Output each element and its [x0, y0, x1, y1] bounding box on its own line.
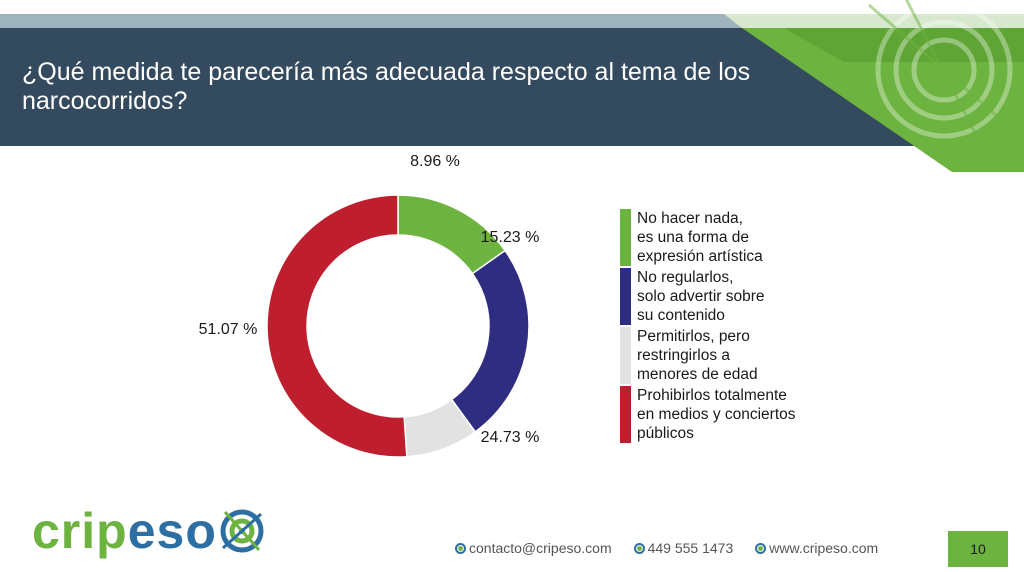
legend-item: Permitirlos, pero restringirlos a menore… [620, 327, 860, 384]
legend-swatch [620, 386, 631, 443]
page-number-box: 10 [948, 531, 1008, 567]
legend-swatch [620, 209, 631, 266]
logo-text-part1: crip [32, 503, 128, 559]
slice-data-label: 8.96 % [410, 153, 460, 170]
slide-title: ¿Qué medida te parecería más adecuada re… [22, 58, 751, 115]
chart-legend: No hacer nada, es una forma de expresión… [620, 209, 860, 445]
legend-item: No hacer nada, es una forma de expresión… [620, 209, 860, 266]
footer-email-text: contacto@cripeso.com [469, 540, 612, 556]
slice-data-label: 51.07 % [199, 321, 258, 338]
target-icon [633, 542, 645, 554]
page-number: 10 [970, 541, 986, 557]
slice-data-label: 24.73 % [481, 429, 540, 446]
logo-text-part2: eso [127, 503, 217, 559]
legend-label: Permitirlos, pero restringirlos a menore… [637, 328, 758, 383]
donut-chart: 15.23 % 24.73 % 8.96 % 51.07 % [199, 153, 540, 458]
donut-slice [266, 194, 408, 458]
footer-web[interactable]: www.cripeso.com [755, 540, 878, 556]
footer-phone[interactable]: 449 555 1473 [633, 540, 734, 556]
contact-footer: contacto@cripeso.com 449 555 1473 www.cr… [455, 540, 878, 556]
legend-item: Prohibirlos totalmente en medios y conci… [620, 386, 860, 443]
footer-web-text: www.cripeso.com [769, 540, 879, 556]
legend-label: No hacer nada, es una forma de expresión… [637, 210, 763, 265]
logo-target-icon [220, 509, 264, 553]
slice-data-label: 15.23 % [481, 229, 540, 246]
legend-label: Prohibirlos totalmente en medios y conci… [637, 387, 796, 442]
legend-swatch [620, 268, 631, 325]
target-icon [755, 542, 767, 554]
legend-item: No regularlos, solo advertir sobre su co… [620, 268, 860, 325]
target-icon [455, 542, 466, 554]
corner-decoration [724, 0, 1024, 172]
legend-swatch [620, 327, 631, 384]
cripeso-logo: cripeso [32, 500, 265, 562]
footer-email[interactable]: contacto@cripeso.com [455, 540, 612, 556]
footer-phone-text: 449 555 1473 [647, 540, 734, 556]
donut-slice [450, 249, 530, 433]
legend-label: No regularlos, solo advertir sobre su co… [637, 269, 765, 324]
